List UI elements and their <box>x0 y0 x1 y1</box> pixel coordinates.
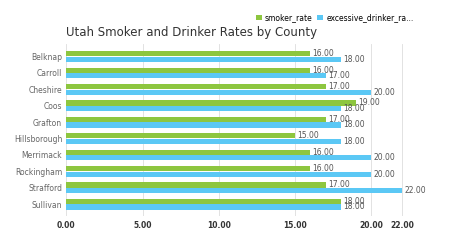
Text: 18.00: 18.00 <box>343 121 365 129</box>
Text: 18.00: 18.00 <box>343 202 365 212</box>
Legend: smoker_rate, excessive_drinker_ra...: smoker_rate, excessive_drinker_ra... <box>253 10 417 25</box>
Text: 17.00: 17.00 <box>328 181 350 189</box>
Text: 17.00: 17.00 <box>328 115 350 124</box>
Text: 18.00: 18.00 <box>343 104 365 113</box>
Text: 18.00: 18.00 <box>343 197 365 206</box>
Bar <box>66 51 310 56</box>
Bar <box>66 150 310 155</box>
Text: Utah Smoker and Drinker Rates by County: Utah Smoker and Drinker Rates by County <box>66 26 318 39</box>
Text: 17.00: 17.00 <box>328 82 350 91</box>
Text: 15.00: 15.00 <box>297 131 319 140</box>
Bar <box>66 73 326 78</box>
Text: 20.00: 20.00 <box>374 170 395 179</box>
Bar <box>66 199 341 204</box>
Bar <box>66 204 341 210</box>
Bar <box>66 68 310 73</box>
Bar <box>66 182 326 188</box>
Text: 20.00: 20.00 <box>374 153 395 162</box>
Bar <box>66 166 310 171</box>
Bar <box>66 100 356 106</box>
Text: 16.00: 16.00 <box>313 148 334 157</box>
Bar <box>66 57 341 62</box>
Bar <box>66 139 341 144</box>
Text: 18.00: 18.00 <box>343 55 365 64</box>
Bar <box>66 122 341 128</box>
Text: 16.00: 16.00 <box>313 49 334 58</box>
Bar <box>66 90 371 95</box>
Text: 22.00: 22.00 <box>404 186 426 195</box>
Text: 19.00: 19.00 <box>358 98 380 108</box>
Bar <box>66 84 326 89</box>
Bar <box>66 106 341 111</box>
Text: 20.00: 20.00 <box>374 88 395 97</box>
Bar <box>66 133 295 138</box>
Text: 17.00: 17.00 <box>328 71 350 80</box>
Bar <box>66 117 326 122</box>
Bar <box>66 188 402 193</box>
Bar <box>66 171 371 177</box>
Text: 18.00: 18.00 <box>343 137 365 146</box>
Text: 16.00: 16.00 <box>313 66 334 75</box>
Bar <box>66 155 371 160</box>
Text: 16.00: 16.00 <box>313 164 334 173</box>
